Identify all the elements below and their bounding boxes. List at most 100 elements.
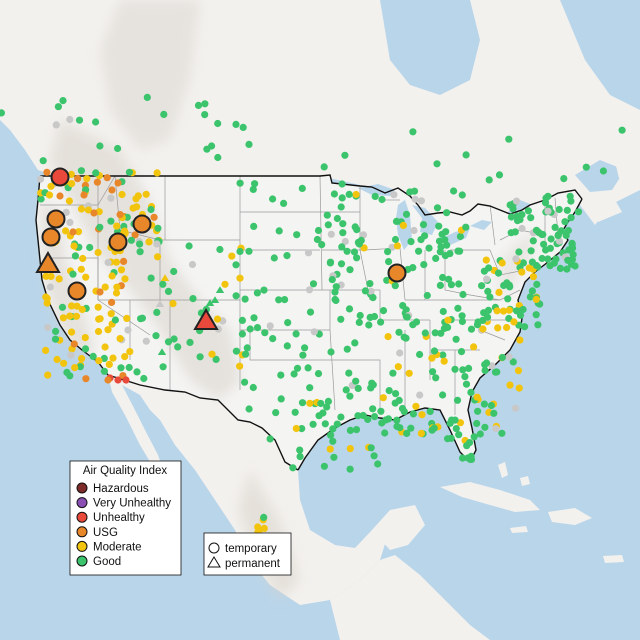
site-dot xyxy=(310,328,318,336)
site-dot xyxy=(71,364,79,372)
site-dot xyxy=(484,306,492,314)
site-dot xyxy=(546,244,555,252)
site-dot xyxy=(37,195,45,203)
site-dot xyxy=(412,402,420,410)
site-dot xyxy=(326,258,335,266)
site-dot xyxy=(455,280,463,288)
site-dot xyxy=(321,420,329,428)
site-dot xyxy=(250,222,258,230)
site-dot xyxy=(445,275,453,283)
site-dot xyxy=(532,261,541,270)
site-dot xyxy=(504,295,512,303)
site-dot xyxy=(393,416,401,424)
site-dot xyxy=(153,308,161,316)
site-dot xyxy=(369,405,377,413)
site-dot xyxy=(107,217,115,225)
site-dot xyxy=(379,307,388,315)
site-dot xyxy=(60,359,68,367)
legend-label-moderate: Moderate xyxy=(93,541,142,553)
site-dot xyxy=(216,245,224,254)
site-dot xyxy=(447,434,455,442)
site-dot xyxy=(564,256,572,264)
site-dot xyxy=(138,314,146,322)
site-dot xyxy=(236,274,244,282)
site-dot xyxy=(269,335,277,343)
site-dot xyxy=(515,248,523,256)
site-triangle xyxy=(215,286,225,294)
site-dot xyxy=(409,410,417,418)
site-dot xyxy=(391,282,399,290)
site-dot xyxy=(330,453,338,461)
site-dot xyxy=(425,244,433,252)
site-dot xyxy=(116,335,124,343)
site-dot xyxy=(66,218,74,226)
legend-swatch-very-unhealthy xyxy=(76,497,88,509)
site-dot xyxy=(419,221,428,229)
site-dot xyxy=(459,366,467,374)
site-dot xyxy=(439,391,447,399)
site-dot xyxy=(298,399,307,407)
site-dot xyxy=(281,296,289,304)
site-dot xyxy=(551,223,559,231)
site-dot xyxy=(480,400,488,408)
site-dot xyxy=(346,445,354,453)
site-dot xyxy=(117,266,126,274)
site-dot xyxy=(214,119,222,128)
site-dot xyxy=(343,247,351,255)
site-dot xyxy=(320,462,328,470)
site-dot xyxy=(407,238,415,246)
site-dot xyxy=(104,258,112,267)
site-dot xyxy=(142,190,150,198)
site-large-marker xyxy=(46,209,66,229)
site-dot xyxy=(432,254,440,262)
site-dot xyxy=(359,411,367,420)
site-dot xyxy=(169,300,177,308)
site-dot xyxy=(430,347,439,355)
site-dot xyxy=(89,352,97,360)
site-dot xyxy=(238,316,246,324)
site-dot xyxy=(69,270,77,278)
site-dot xyxy=(403,429,411,437)
site-triangle xyxy=(210,296,220,304)
site-dot xyxy=(74,175,82,183)
legend-label-good: Good xyxy=(93,556,121,568)
site-dot xyxy=(529,237,537,245)
site-dot xyxy=(275,227,283,235)
site-dot xyxy=(332,296,340,305)
site-dot xyxy=(351,223,359,231)
site-dot xyxy=(254,523,262,531)
site-dot xyxy=(320,163,328,171)
site-dot xyxy=(299,351,307,359)
site-dot xyxy=(402,210,411,218)
site-dot xyxy=(45,191,54,199)
site-dot xyxy=(65,197,73,205)
site-dot xyxy=(560,175,568,183)
site-dot xyxy=(239,123,247,131)
site-dot xyxy=(458,312,466,320)
legend-label-hazardous: Hazardous xyxy=(93,483,149,495)
site-dot xyxy=(346,465,354,473)
site-dot xyxy=(494,269,503,277)
site-dot xyxy=(277,371,285,379)
site-dot xyxy=(296,453,304,461)
site-dot xyxy=(52,327,60,335)
site-dot xyxy=(0,109,5,117)
site-dot xyxy=(290,370,298,378)
site-dot xyxy=(43,168,51,176)
site-dot xyxy=(338,194,346,202)
site-dot xyxy=(423,291,431,300)
site-dot xyxy=(455,431,463,439)
site-dot xyxy=(324,397,332,405)
site-dot xyxy=(507,229,515,237)
site-dot xyxy=(395,328,403,336)
site-dot xyxy=(68,302,76,310)
site-dot xyxy=(527,247,535,255)
site-dot xyxy=(75,116,84,124)
site-dot xyxy=(429,368,437,376)
site-dot xyxy=(123,314,131,322)
site-dot xyxy=(446,250,454,258)
site-dot xyxy=(540,240,548,248)
site-dot xyxy=(518,224,526,233)
site-dot xyxy=(301,344,309,352)
